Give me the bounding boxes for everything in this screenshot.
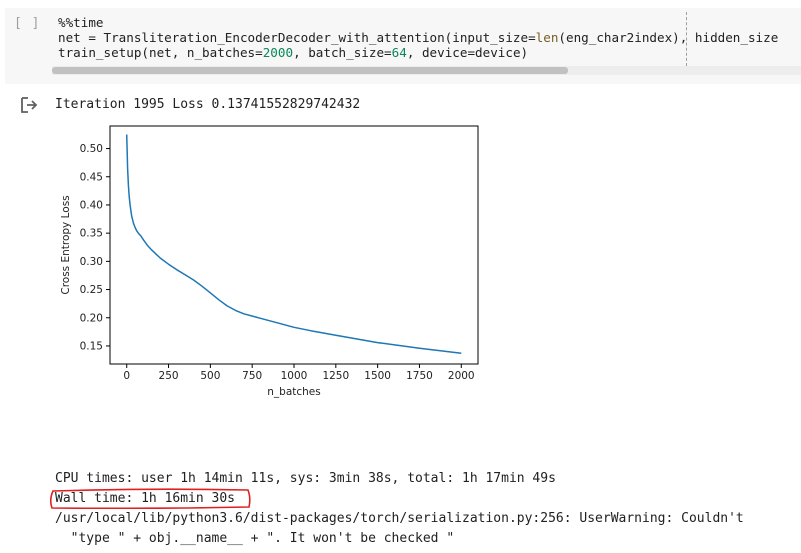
x-tick-label: 1500 [364,370,391,382]
code-line[interactable]: train_setup(net, n_batches=2000, batch_s… [58,45,801,60]
x-tick-label: 1750 [406,370,433,382]
code-text-token: , device=device) [406,45,529,60]
x-axis-label: n_batches [267,386,320,398]
y-axis-label: Cross Entropy Loss [60,195,72,294]
loss-series-line [125,134,462,355]
code-editor[interactable]: %%time net = Transliteration_EncoderDecod… [58,15,801,60]
y-tick-label: 0.45 [80,171,103,183]
x-tick-label: 750 [242,370,262,382]
x-tick-label: 0 [123,370,130,382]
code-line[interactable]: %%time [58,15,801,30]
warning-line-1: /usr/local/lib/python3.6/dist-packages/t… [55,511,744,526]
loss-chart: 0 250 500 750 1000 1250 1500 1750 2000 0.15 0.20 0.… [60,125,479,398]
y-tick-label: 0.15 [80,340,103,352]
x-tick-label: 500 [200,370,220,382]
line-length-ruler [686,12,687,66]
code-text-token: net = Transliteration_EncoderDecoder_wit… [58,30,536,45]
wall-time-highlight-circle [49,488,251,509]
code-text-token: , batch_size= [293,45,392,60]
x-tick-label: 1250 [322,370,349,382]
y-tick-label: 0.25 [80,284,103,296]
iteration-output-line: Iteration 1995 Loss 0.13741552829742432 [55,97,361,112]
run-cell-button[interactable]: [ ] [14,16,41,31]
output-arrow-icon[interactable] [19,96,39,114]
x-tick-label: 2000 [448,370,475,382]
y-tick-label: 0.30 [80,256,103,268]
code-text-token: train_setup(net, n_batches= [58,45,263,60]
y-tick-label: 0.20 [80,312,103,324]
code-number-token: 2000 [262,45,294,60]
y-tick-label: 0.35 [80,228,103,240]
horizontal-scrollbar-thumb[interactable] [52,67,568,74]
plot-area-frame [109,125,479,365]
code-number-token: 64 [391,45,407,60]
y-tick-label: 0.40 [80,199,103,211]
x-tick-label: 1000 [281,370,308,382]
warning-line-2: "type " + obj.__name__ + ". It won't be … [55,531,455,546]
code-text-token: %%time [58,15,104,30]
cpu-times-line: CPU times: user 1h 14min 11s, sys: 3min … [55,471,556,486]
code-builtin-token: len [535,30,559,45]
code-text-token: (eng_char2index), hidden_size [558,30,779,45]
x-tick-label: 250 [159,370,179,382]
y-tick-label: 0.50 [80,143,103,155]
wall-time-line: Wall time: 1h 16min 30s [55,491,236,506]
code-line[interactable]: net = Transliteration_EncoderDecoder_wit… [58,30,801,45]
